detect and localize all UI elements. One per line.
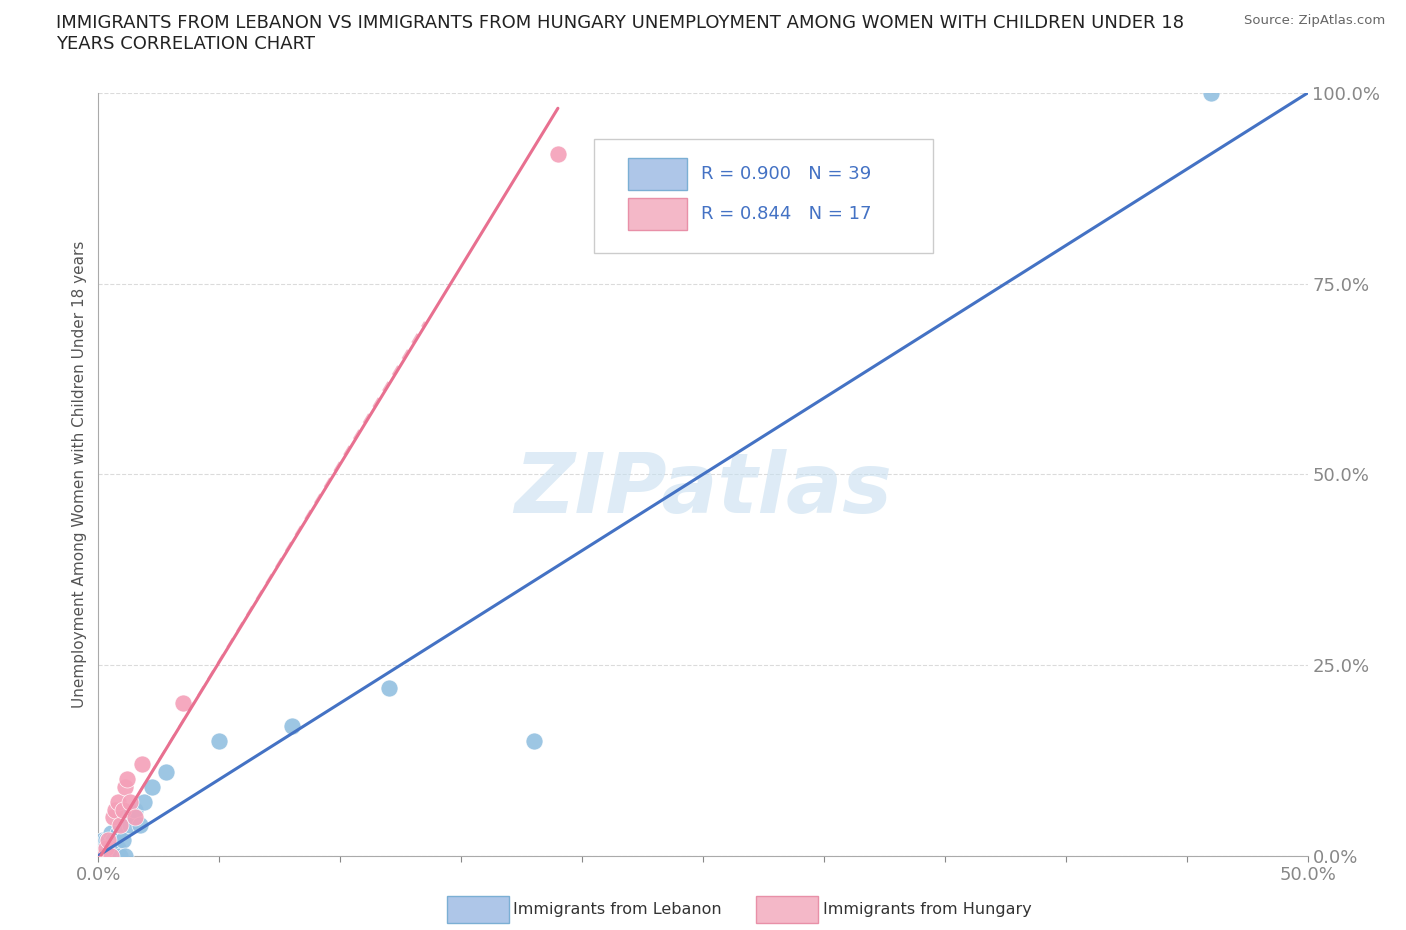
Point xyxy=(107,825,129,840)
Point xyxy=(101,810,124,825)
Point xyxy=(101,833,124,848)
Point xyxy=(97,841,120,856)
Point xyxy=(107,795,129,810)
Point xyxy=(377,681,399,696)
Text: ZIPatlas: ZIPatlas xyxy=(515,449,891,530)
Point xyxy=(100,848,122,863)
Point xyxy=(91,841,114,856)
Point xyxy=(114,779,136,794)
Point xyxy=(90,848,112,863)
Point xyxy=(128,817,150,832)
Point xyxy=(97,848,120,863)
Point xyxy=(90,841,112,856)
Point xyxy=(100,848,122,863)
Point xyxy=(100,848,122,863)
FancyBboxPatch shape xyxy=(628,158,688,190)
Point xyxy=(111,833,134,848)
Point xyxy=(155,764,177,779)
FancyBboxPatch shape xyxy=(628,198,688,231)
Text: Immigrants from Lebanon: Immigrants from Lebanon xyxy=(513,902,721,917)
Point xyxy=(118,817,141,832)
Point xyxy=(91,848,114,863)
Point xyxy=(117,772,139,787)
Text: IMMIGRANTS FROM LEBANON VS IMMIGRANTS FROM HUNGARY UNEMPLOYMENT AMONG WOMEN WITH: IMMIGRANTS FROM LEBANON VS IMMIGRANTS FR… xyxy=(56,14,1184,32)
Point xyxy=(97,833,120,848)
Point xyxy=(91,833,114,848)
Point xyxy=(94,848,117,863)
Point xyxy=(94,833,117,848)
Point xyxy=(97,833,120,848)
Point xyxy=(90,848,112,863)
Text: Immigrants from Hungary: Immigrants from Hungary xyxy=(823,902,1031,917)
Y-axis label: Unemployment Among Women with Children Under 18 years: Unemployment Among Women with Children U… xyxy=(72,241,87,708)
Point xyxy=(108,817,131,832)
Point xyxy=(281,719,304,734)
Point xyxy=(118,795,141,810)
Text: YEARS CORRELATION CHART: YEARS CORRELATION CHART xyxy=(56,35,315,53)
Point xyxy=(108,848,131,863)
Point xyxy=(94,848,117,863)
Point xyxy=(94,841,117,856)
Point xyxy=(1199,86,1222,100)
Point xyxy=(104,803,127,817)
Text: R = 0.900   N = 39: R = 0.900 N = 39 xyxy=(700,165,870,183)
Point xyxy=(134,795,156,810)
Point xyxy=(100,825,122,840)
Point xyxy=(107,841,129,856)
Point xyxy=(90,848,112,863)
Point xyxy=(104,841,127,856)
Point xyxy=(131,757,153,772)
Point xyxy=(111,803,134,817)
Point xyxy=(91,848,114,863)
Point xyxy=(124,803,146,817)
Point xyxy=(124,810,146,825)
Point xyxy=(117,810,139,825)
Point xyxy=(523,734,546,749)
Point xyxy=(547,147,569,162)
Point xyxy=(172,696,194,711)
FancyBboxPatch shape xyxy=(595,139,932,253)
Point xyxy=(141,779,163,794)
Point xyxy=(100,841,122,856)
Point xyxy=(101,848,124,863)
Point xyxy=(208,734,231,749)
Point xyxy=(94,841,117,856)
Text: Source: ZipAtlas.com: Source: ZipAtlas.com xyxy=(1244,14,1385,27)
Point xyxy=(104,848,127,863)
Text: R = 0.844   N = 17: R = 0.844 N = 17 xyxy=(700,206,872,223)
Point xyxy=(114,848,136,863)
Point xyxy=(108,817,131,832)
